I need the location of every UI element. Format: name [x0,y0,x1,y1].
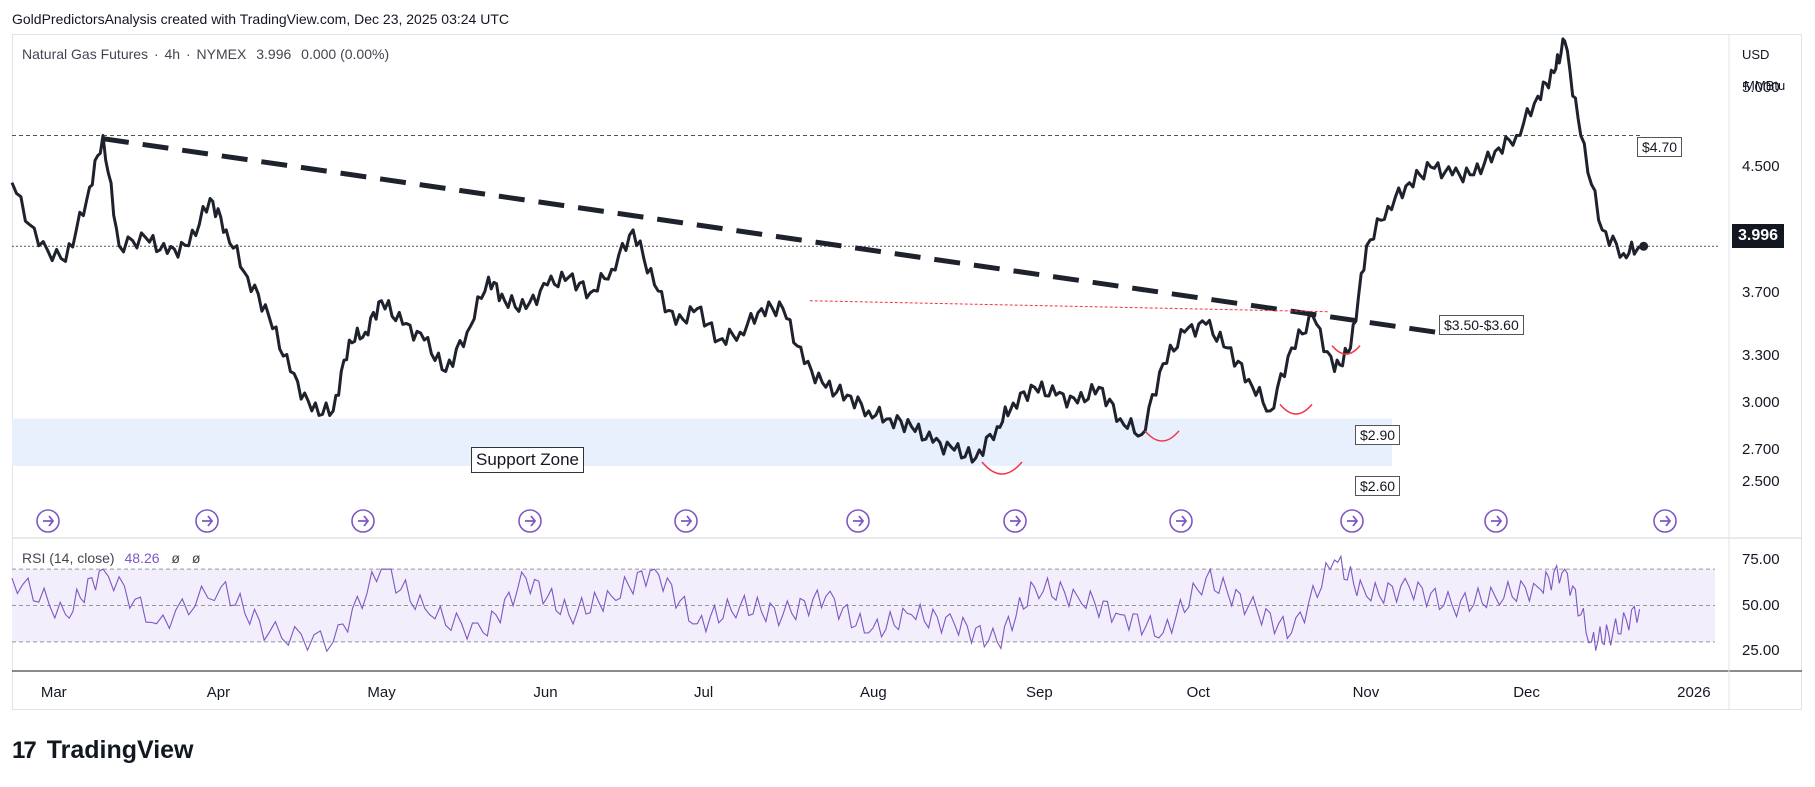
time-tick-label: Mar [40,684,67,701]
rsi-legend[interactable]: RSI (14, close) 48.26 ø ø [22,550,200,566]
level-470-label: $4.70 [1637,137,1683,157]
event-icon [681,515,693,527]
currency-label[interactable]: USD [1742,47,1770,62]
time-tick-label: May [367,684,396,701]
tradingview-logo[interactable]: 17 TradingView [12,736,194,765]
price-tick-label: 4.500 [1742,158,1780,175]
event-icon [1010,515,1022,527]
price-tick-label: 2.500 [1742,472,1780,490]
current-price-tag: 3.996 [1732,224,1785,248]
chart-caption: GoldPredictorsAnalysis created with Trad… [12,11,509,27]
event-icon [1484,509,1508,533]
event-icon [351,509,375,533]
symbol-legend[interactable]: Natural Gas Futures · 4h · NYMEX 3.996 0… [22,46,391,62]
neckline [809,300,1330,313]
support-zone [12,418,1392,466]
time-tick-label: 2026 [1677,684,1711,701]
separator: · [185,46,191,62]
unit-label[interactable]: MMBtu [1744,78,1786,93]
price-tick-label: 3.300 [1742,346,1780,364]
instrument-name: Natural Gas Futures [22,46,149,62]
tradingview-wordmark: TradingView [46,736,194,764]
level-290-label: $2.90 [1355,425,1401,445]
time-tick-label: Jun [533,684,558,701]
event-icon [674,509,698,533]
event-icon [1340,509,1364,533]
price-change: 0.000 (0.00%) [301,46,390,62]
rsi-extra: ø [191,550,201,566]
level-350-360-label: $3.50-$3.60 [1439,315,1524,335]
rsi-tick-label: 75.00 [1742,551,1780,568]
event-icon [358,515,370,527]
event-icon [525,515,537,527]
rsi-tick-label: 25.00 [1742,642,1780,659]
rsi-line [11,554,1641,653]
time-tick-label: Nov [1352,684,1380,701]
bottom-arc [1279,403,1313,415]
price-tick-label: 5.000 [1742,79,1780,97]
rsi-tick-label: 50.00 [1742,596,1780,614]
rsi-extra: ø [171,550,180,566]
event-icon [36,509,60,533]
event-icon [1347,515,1359,527]
event-icon [846,509,870,533]
price-tick-label: 3.700 [1742,283,1780,301]
rsi-value: 48.26 [124,550,160,566]
separator: · [153,46,159,62]
time-tick-label: Apr [206,684,231,701]
last-price-marker [1639,241,1649,251]
time-tick-label: Aug [860,684,887,701]
event-icon [1169,509,1193,533]
time-tick-label: Oct [1186,684,1210,701]
rsi-title: RSI (14, close) [22,550,115,566]
time-tick-label: Dec [1513,684,1540,701]
support-zone-label: Support Zone [471,447,585,473]
price-tick-label: 2.700 [1742,441,1780,459]
chart-frame [12,34,1802,710]
exchange-label: NYMEX [196,46,247,62]
level-260-label: $2.60 [1355,476,1401,496]
bottom-arc [981,461,1023,475]
time-tick-label: Sep [1025,684,1053,701]
last-price: 3.996 [256,46,292,62]
time-tick-label: Jul [694,684,714,701]
event-icon [43,515,55,527]
descending-trendline [102,136,1447,337]
event-icon [1176,515,1188,527]
event-icon [195,509,219,533]
tradingview-logo-icon: 17 [12,736,37,764]
event-icon [202,515,214,527]
event-icon [1653,509,1677,533]
event-icon [1003,509,1027,533]
event-icon [853,515,865,527]
event-icon [1491,515,1503,527]
bottom-arc [1144,430,1180,442]
price-series-line [10,37,1641,464]
interval-label: 4h [164,46,181,62]
event-icon [1660,515,1672,527]
price-tick-label: 3.000 [1742,394,1780,411]
bottom-arc [1331,345,1361,355]
event-icon [518,509,542,533]
